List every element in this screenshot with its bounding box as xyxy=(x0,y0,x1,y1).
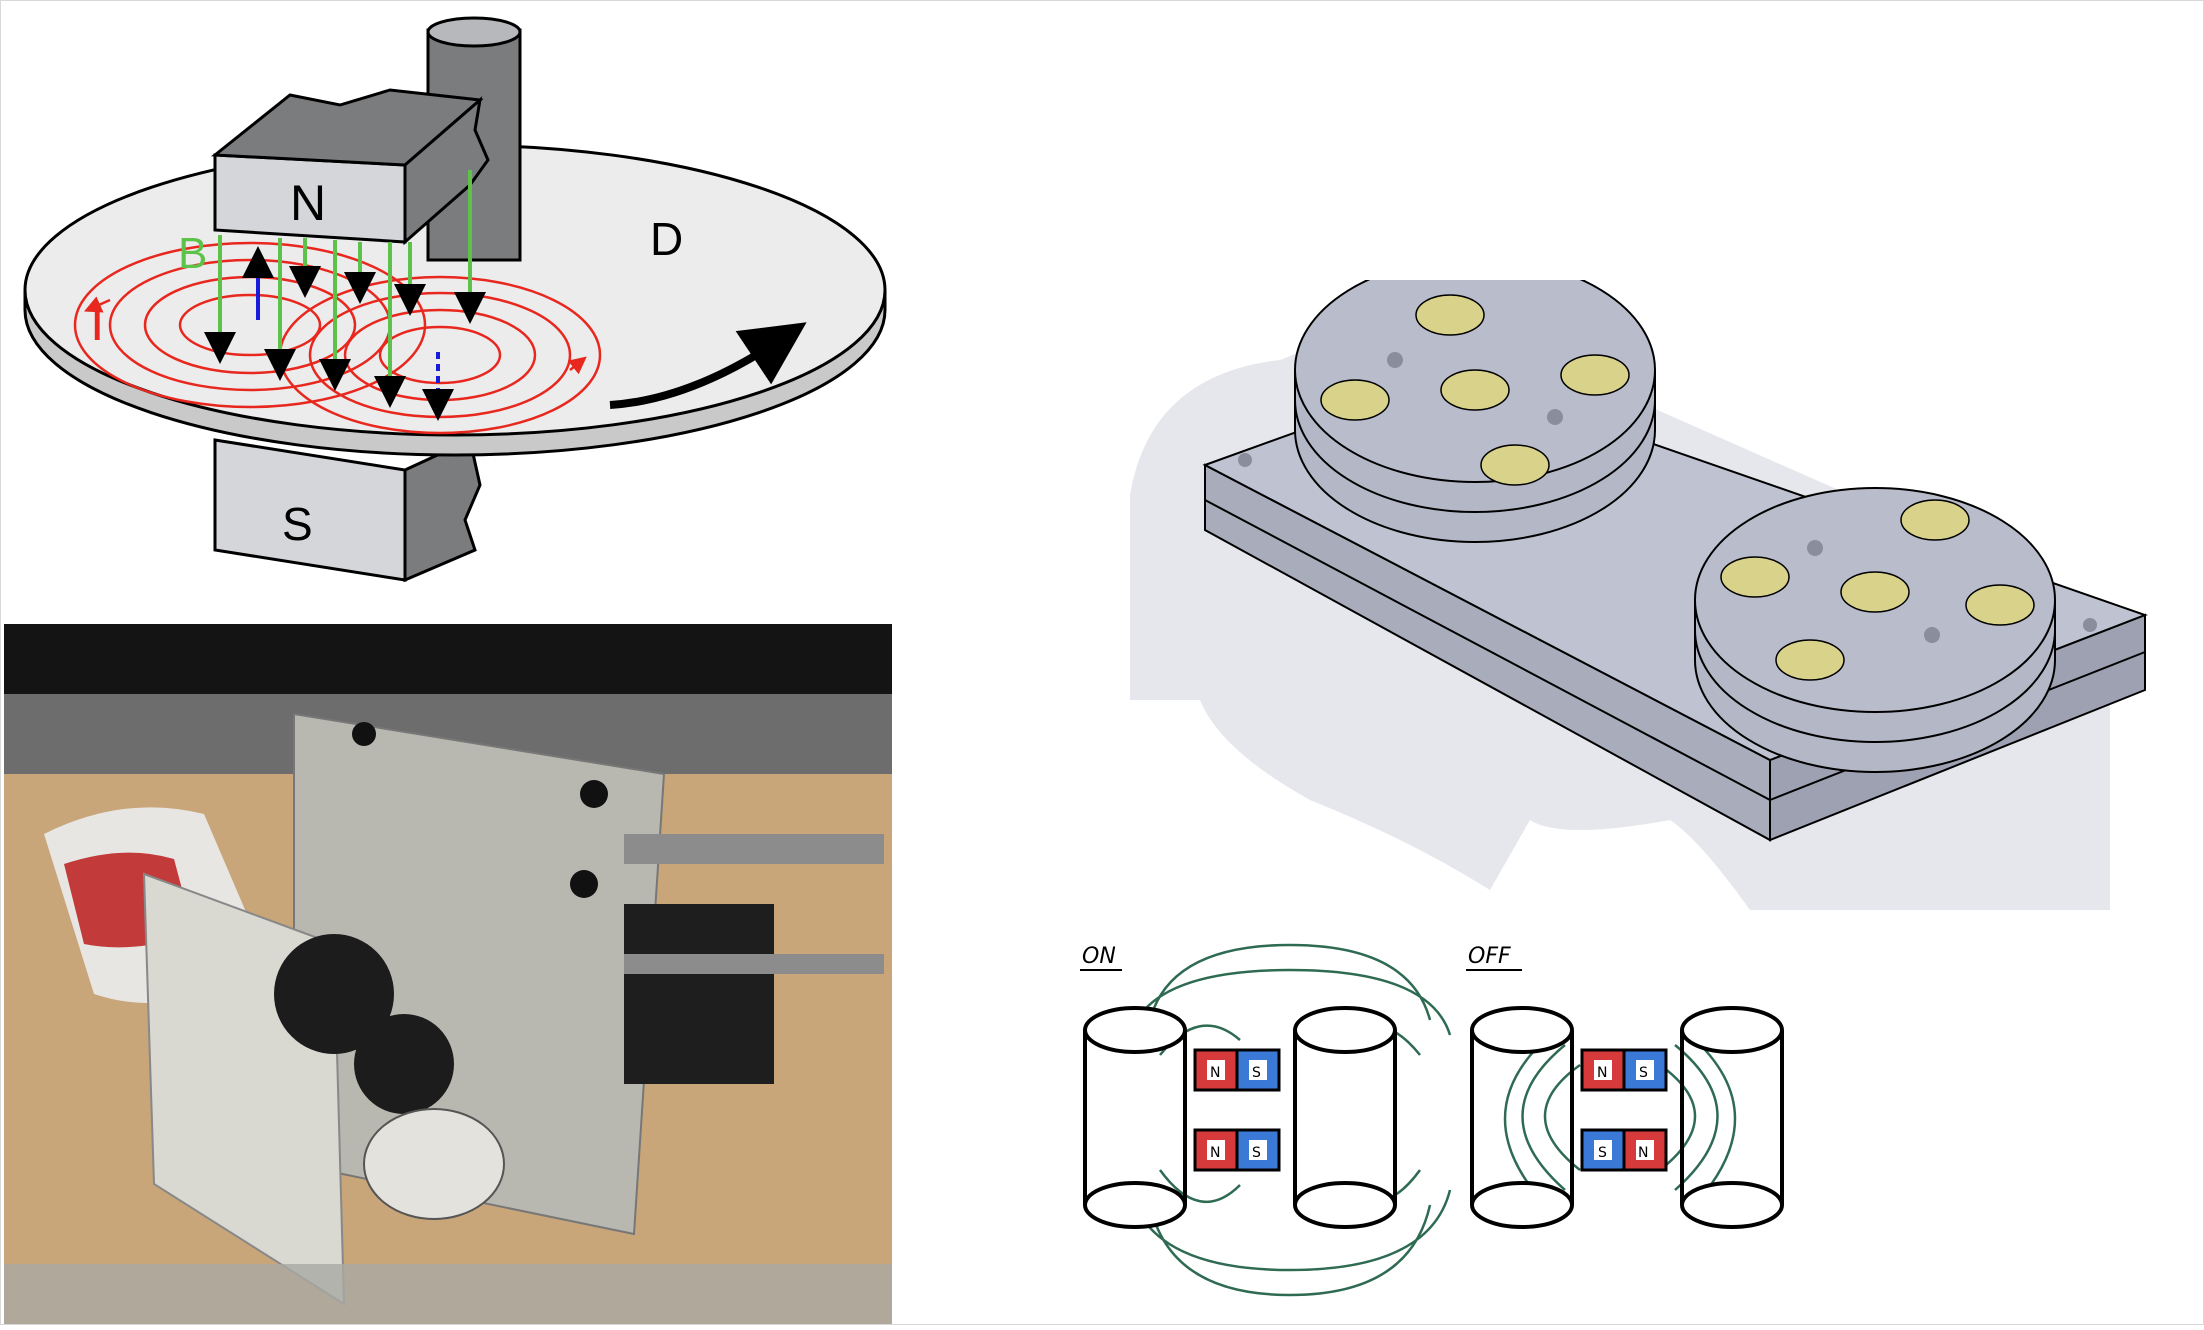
cad-render xyxy=(1110,257,2170,920)
on-magnet-top: N S xyxy=(1193,1048,1281,1092)
disc-label: D xyxy=(650,213,683,265)
stepper-motor xyxy=(624,904,774,1084)
device-photo xyxy=(4,624,892,1324)
insert-holes-right xyxy=(1720,499,2035,681)
magnet-disc-left xyxy=(1294,257,1656,543)
off-pole-pieces xyxy=(1470,1006,1784,1229)
pole-label-s: S xyxy=(1252,1065,1261,1081)
gear-large xyxy=(274,934,394,1054)
on-state: ON N S xyxy=(1080,943,1452,1297)
north-pole-label: N xyxy=(290,175,326,231)
current-label: I xyxy=(90,294,104,352)
gear-small xyxy=(354,1014,454,1114)
magnetic-field-lines xyxy=(204,170,486,408)
pole-label-s: S xyxy=(1252,1145,1261,1161)
pole-label-n: N xyxy=(1210,1065,1220,1081)
on-magnet-bottom: N S xyxy=(1193,1128,1281,1172)
force-arrows xyxy=(242,246,454,421)
off-label: OFF xyxy=(1468,944,1511,969)
magnet-states-sketch: ON N S xyxy=(1060,925,1820,1325)
pole-label-s: S xyxy=(1598,1145,1607,1161)
magnet-disc-right xyxy=(1694,487,2056,773)
machine-frame xyxy=(4,624,892,694)
eddy-current-diagram: S D I N B xyxy=(10,10,900,610)
south-magnet: S xyxy=(213,437,482,583)
field-label: B xyxy=(178,229,207,278)
pole-label-n: N xyxy=(1597,1065,1607,1081)
south-pole-label: S xyxy=(282,498,313,550)
pole-label-n: N xyxy=(1638,1145,1648,1161)
insert-holes-left xyxy=(1320,294,1630,486)
off-magnet-top: N S xyxy=(1580,1048,1668,1092)
pole-label-s: S xyxy=(1639,1065,1648,1081)
pole-label-n: N xyxy=(1210,1145,1220,1161)
off-state: OFF N S xyxy=(1466,944,1784,1229)
off-magnet-bottom: S N xyxy=(1580,1128,1668,1172)
north-magnet: N xyxy=(210,16,522,262)
rotation-arrow xyxy=(609,322,807,409)
on-label: ON xyxy=(1082,944,1116,969)
on-pole-pieces xyxy=(1083,1006,1397,1229)
on-field-lines xyxy=(1128,943,1452,1297)
